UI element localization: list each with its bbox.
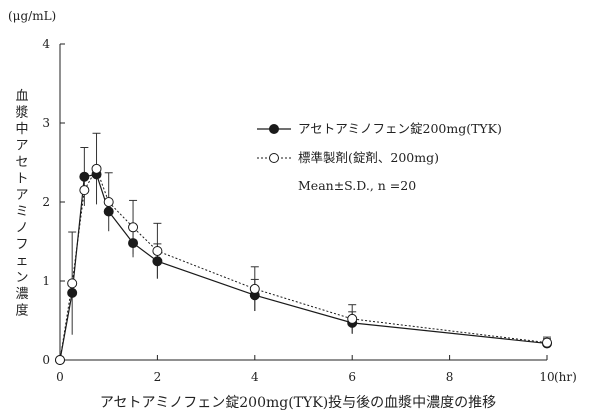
data-point-s2-9 <box>542 337 552 348</box>
data-point-s1-1 <box>67 287 78 298</box>
legend-note: Mean±S.D., n =20 <box>298 178 416 193</box>
data-point-s1-6 <box>152 256 163 267</box>
x-tick-label-0: 0 <box>56 370 64 384</box>
data-point-s2-4 <box>103 197 114 207</box>
data-point-s2-6 <box>152 245 163 256</box>
data-point-s2-2 <box>79 185 90 196</box>
y-tick-label-3: 3 <box>42 116 50 130</box>
y-tick-label-0: 0 <box>42 353 50 367</box>
x-tick-label-5: 10 <box>539 370 554 384</box>
legend: アセトアミノフェン錠200mg(TYK) 標準製剤(錠剤、200mg) Mean… <box>257 121 502 193</box>
error-bars <box>68 132 551 349</box>
y-tick-label-2: 2 <box>42 195 50 209</box>
data-point-s2-7 <box>249 283 260 294</box>
x-tick-label-1: 2 <box>154 370 162 384</box>
series-line-1 <box>59 173 548 361</box>
y-tick-label-4: 4 <box>42 37 50 51</box>
data-point-s1-2 <box>79 171 90 182</box>
x-tick-label-3: 6 <box>348 370 356 384</box>
y-tick-label-1: 1 <box>42 274 50 288</box>
legend-text-series-1: アセトアミノフェン錠200mg(TYK) <box>298 121 502 136</box>
data-point-s1-4 <box>103 206 114 217</box>
y-axis-label: 血漿中アセトアミノフェン濃度 <box>15 89 28 319</box>
series-lines <box>59 167 548 361</box>
data-point-s2-0 <box>55 355 65 365</box>
data-point-s2-5 <box>128 222 139 233</box>
data-point-s1-5 <box>128 238 139 249</box>
x-unit-label: (hr) <box>554 370 577 384</box>
legend-marker-series-2 <box>269 153 279 163</box>
chart-caption: アセトアミノフェン錠200mg(TYK)投与後の血漿中濃度の推移 <box>100 395 496 411</box>
x-tick-label-4: 8 <box>446 370 454 384</box>
y-unit-label: (μg/mL) <box>8 9 56 23</box>
data-point-s2-8 <box>347 313 358 324</box>
series-points <box>55 163 552 365</box>
ticks: 0 2 4 6 8 10 0 1 2 3 4 <box>42 37 554 384</box>
legend-marker-series-1 <box>269 124 279 134</box>
series-line-2 <box>59 167 548 361</box>
data-point-s2-1 <box>67 278 78 289</box>
legend-text-series-2: 標準製剤(錠剤、200mg) <box>298 150 439 165</box>
data-point-s2-3 <box>91 163 102 174</box>
series-layer <box>55 132 552 365</box>
x-tick-label-2: 4 <box>251 370 259 384</box>
